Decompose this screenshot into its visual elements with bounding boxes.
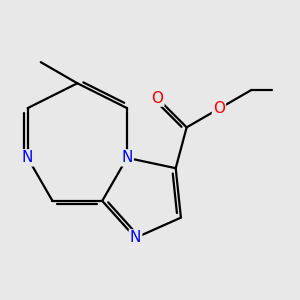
Text: N: N (122, 150, 133, 165)
Text: N: N (22, 150, 33, 165)
Text: O: O (213, 101, 225, 116)
Text: N: N (130, 230, 141, 245)
Text: O: O (152, 91, 164, 106)
